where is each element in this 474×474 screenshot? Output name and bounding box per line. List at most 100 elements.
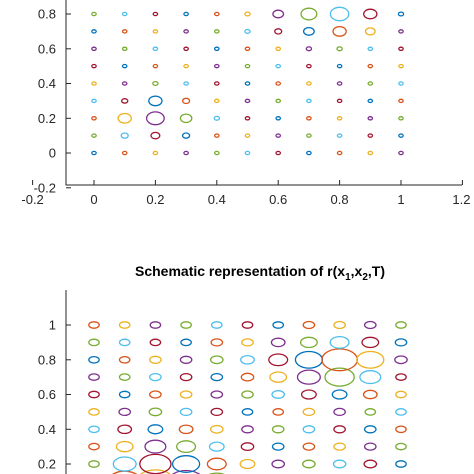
- data-ellipse: [144, 439, 167, 454]
- data-ellipse: [394, 355, 408, 365]
- data-ellipse: [336, 63, 343, 69]
- data-ellipse: [275, 116, 282, 121]
- data-ellipse: [274, 28, 283, 35]
- data-ellipse: [244, 150, 251, 156]
- data-ellipse: [367, 63, 374, 69]
- data-ellipse: [183, 29, 189, 34]
- data-ellipse: [152, 11, 159, 17]
- data-ellipse: [152, 29, 159, 34]
- data-ellipse: [306, 133, 312, 138]
- data-ellipse: [208, 441, 225, 452]
- data-ellipse: [336, 81, 343, 86]
- data-ellipse: [180, 338, 192, 347]
- data-ellipse: [91, 81, 97, 86]
- data-ellipse: [91, 11, 97, 17]
- data-ellipse: [183, 81, 189, 86]
- data-ellipse: [149, 390, 162, 399]
- data-ellipse: [333, 425, 346, 434]
- data-ellipse: [88, 390, 100, 399]
- data-ellipse: [363, 459, 378, 469]
- data-ellipse: [88, 425, 100, 434]
- data-ellipse: [152, 63, 159, 69]
- data-ellipse: [112, 456, 137, 472]
- plot-bottom-title: Schematic representation of r(x1,x2,T): [135, 263, 385, 283]
- data-ellipse: [300, 389, 317, 400]
- data-ellipse: [121, 29, 128, 34]
- data-ellipse: [398, 63, 404, 69]
- data-ellipse: [118, 338, 131, 347]
- data-ellipse: [210, 372, 224, 382]
- data-ellipse: [394, 338, 408, 347]
- x-tick-label: 0.6: [269, 192, 287, 207]
- data-ellipse: [121, 11, 128, 17]
- data-ellipse: [364, 408, 377, 416]
- data-ellipse: [210, 338, 224, 347]
- data-ellipse: [299, 336, 318, 349]
- data-ellipse: [241, 321, 254, 329]
- x-tick-label: 0: [90, 192, 97, 207]
- data-ellipse: [356, 350, 385, 369]
- data-ellipse: [115, 440, 134, 453]
- data-ellipse: [398, 150, 404, 156]
- data-ellipse: [148, 407, 163, 417]
- data-ellipse: [244, 116, 251, 121]
- data-ellipse: [362, 389, 378, 400]
- data-ellipse: [149, 321, 162, 329]
- data-ellipse: [275, 46, 282, 52]
- data-ellipse: [275, 63, 282, 69]
- x-tick-label: 0.2: [146, 192, 164, 207]
- data-ellipse: [213, 46, 220, 52]
- data-ellipse: [398, 29, 404, 34]
- data-ellipse: [395, 321, 407, 329]
- data-ellipse: [305, 46, 313, 52]
- plot-top-y-ticks: -0.2 0 0.2 0.4 0.6 0.8: [34, 7, 71, 195]
- data-ellipse: [179, 390, 193, 399]
- data-ellipse: [176, 440, 197, 454]
- data-ellipse: [183, 63, 189, 69]
- x-tick-label: -0.2: [21, 192, 43, 207]
- data-ellipse: [181, 132, 191, 139]
- data-ellipse: [120, 98, 129, 104]
- data-ellipse: [363, 425, 377, 434]
- data-ellipse: [306, 150, 312, 156]
- data-ellipse: [244, 11, 251, 17]
- data-ellipse: [302, 425, 316, 434]
- data-ellipse: [275, 133, 282, 138]
- data-ellipse: [306, 116, 312, 121]
- data-ellipse: [269, 371, 288, 383]
- data-ellipse: [336, 116, 343, 121]
- data-ellipse: [118, 373, 131, 381]
- data-ellipse: [244, 133, 251, 138]
- data-ellipse: [150, 131, 161, 140]
- data-ellipse: [118, 390, 131, 399]
- data-ellipse: [213, 11, 220, 17]
- data-ellipse: [88, 373, 100, 381]
- y-tick-label: 0.4: [38, 422, 56, 437]
- data-ellipse: [336, 133, 343, 138]
- data-ellipse: [171, 455, 201, 473]
- data-ellipse: [91, 46, 97, 52]
- data-ellipse: [213, 98, 220, 104]
- data-ellipse: [213, 63, 220, 69]
- data-ellipse: [324, 367, 355, 387]
- data-ellipse: [302, 26, 315, 36]
- data-ellipse: [395, 390, 407, 399]
- plot-top-x-ticks: -0.2 0 0.2 0.4 0.6 0.8 1 1.2: [21, 180, 470, 207]
- data-ellipse: [149, 355, 162, 364]
- data-ellipse: [367, 133, 374, 138]
- data-ellipse: [88, 338, 100, 347]
- data-ellipse: [209, 424, 224, 434]
- data-ellipse: [88, 442, 100, 451]
- data-ellipse: [121, 46, 128, 52]
- data-ellipse: [152, 150, 159, 156]
- data-ellipse: [239, 458, 256, 470]
- data-ellipse: [336, 98, 343, 104]
- data-ellipse: [139, 453, 172, 474]
- data-ellipse: [367, 81, 374, 86]
- data-ellipse: [180, 321, 192, 329]
- data-ellipse: [121, 150, 128, 156]
- data-ellipse: [306, 98, 312, 104]
- data-ellipse: [336, 150, 343, 156]
- data-ellipse: [398, 81, 404, 86]
- data-ellipse: [272, 321, 285, 329]
